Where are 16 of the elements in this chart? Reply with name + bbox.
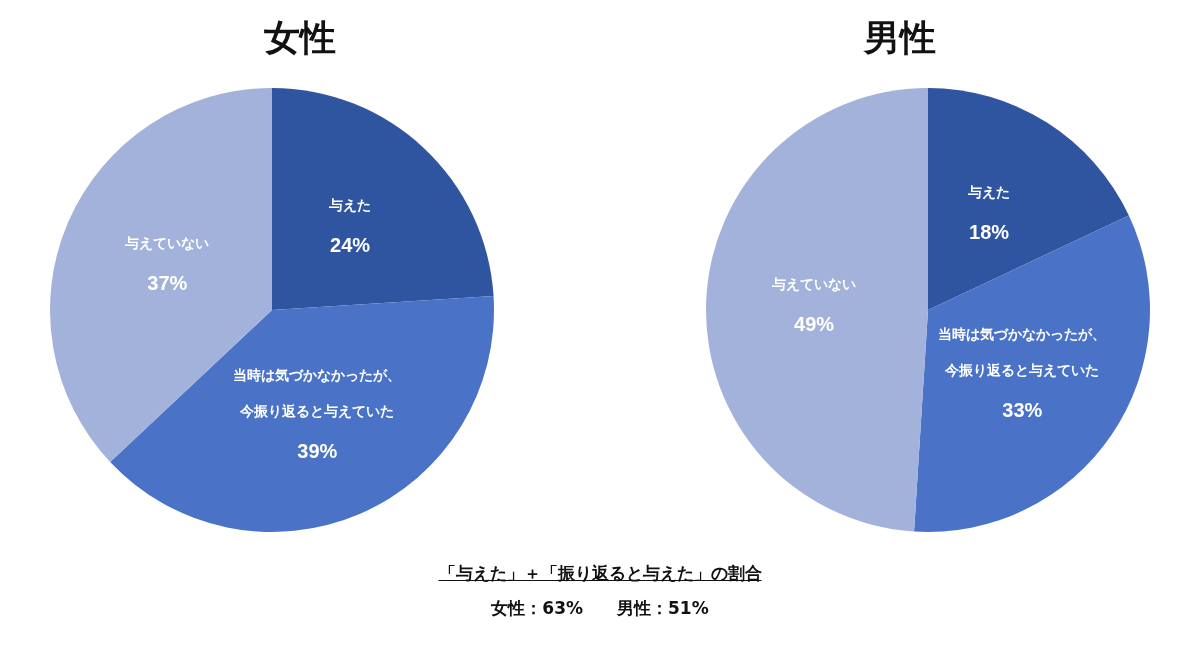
category-label: 当時は気づかなかったが、今振り返ると与えていた: [233, 366, 402, 419]
text: 「与えた」＋「振り返ると与えた」の割合: [437, 562, 763, 585]
chart-title: 男性: [863, 16, 936, 58]
data-label: 24%: [330, 233, 371, 256]
slice-label: 与えた: [967, 183, 1011, 200]
data-label: 18%: [969, 220, 1010, 243]
text: 女性：63% 男性：51%: [490, 597, 710, 620]
chart-title: 女性: [264, 16, 336, 58]
slice-label: 与えていない: [124, 234, 210, 251]
slice-label: 与えた: [328, 196, 372, 213]
data-label: 33%: [1002, 399, 1043, 422]
data-label: 39%: [297, 439, 338, 462]
data-label: 49%: [794, 313, 835, 336]
category-label: 当時は気づかなかったが、今振り返ると与えていた: [938, 326, 1107, 379]
slice-label: 与えていない: [771, 276, 857, 293]
data-label: 37%: [147, 271, 188, 294]
